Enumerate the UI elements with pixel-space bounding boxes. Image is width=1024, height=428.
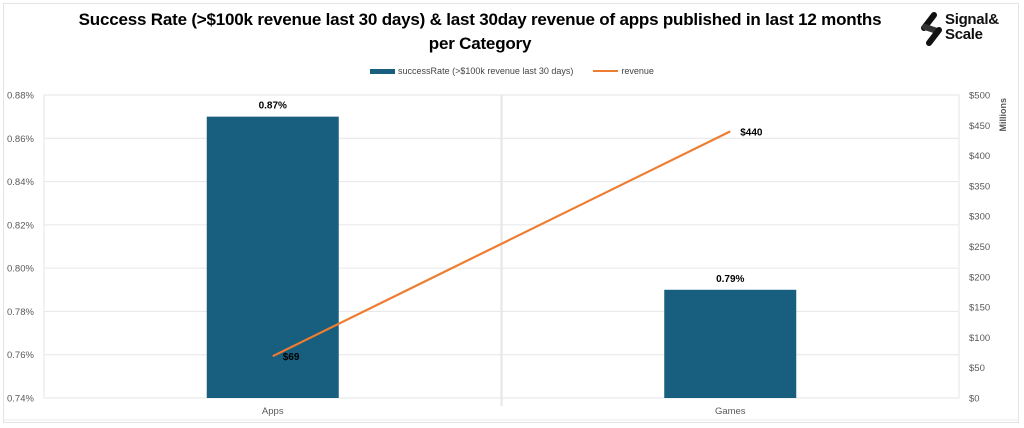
logo-text-line-2: Scale xyxy=(945,26,983,43)
logo-text: Signal& Scale xyxy=(945,12,999,42)
left-tick-label: 0.88% xyxy=(7,91,34,102)
gridlines xyxy=(4,94,1018,421)
bar-games xyxy=(664,289,797,398)
legend-item-success-rate: successRate (>$100k revenue last 30 days… xyxy=(370,66,573,76)
left-tick-label: 0.84% xyxy=(7,177,34,188)
legend-item-revenue: revenue xyxy=(593,66,654,76)
legend-line-swatch-icon xyxy=(593,70,619,72)
bar-data-label: 0.79% xyxy=(716,274,744,285)
chart-title-line-2: per Category xyxy=(428,34,532,53)
left-tick-label: 0.86% xyxy=(7,134,34,145)
data-labels: 0.87% 0.79% $69 $440 xyxy=(259,101,763,364)
left-tick-label: 0.80% xyxy=(7,264,34,275)
line-data-label: $440 xyxy=(740,127,763,138)
chart-title: Success Rate (>$100k revenue last 30 day… xyxy=(60,8,900,56)
line-data-label: $69 xyxy=(283,352,300,363)
chart-frame xyxy=(3,3,1019,423)
right-axis: $0 $50 $100 $150 $200 $250 $300 $350 $400 $450 $50… xyxy=(969,91,1008,405)
logo-mark-icon xyxy=(921,12,942,46)
legend-label-revenue: revenue xyxy=(621,66,654,76)
line-series xyxy=(272,130,731,358)
legend-label-success-rate: successRate (>$100k revenue last 30 days… xyxy=(398,66,574,76)
bar-data-label: 0.87% xyxy=(259,101,287,112)
right-tick-label: $350 xyxy=(969,181,990,192)
right-tick-label: $0 xyxy=(969,394,980,405)
revenue-line xyxy=(272,130,731,358)
left-tick-label: 0.74% xyxy=(7,394,34,405)
logo-text-line-1: Signal& xyxy=(945,11,999,28)
right-tick-label: $400 xyxy=(969,151,990,162)
signal-scale-logo: Signal& Scale xyxy=(921,11,1021,51)
left-tick-label: 0.78% xyxy=(7,307,34,318)
right-tick-label: $450 xyxy=(969,121,990,132)
legend-bar-swatch-icon xyxy=(370,68,396,74)
bar-series xyxy=(206,116,797,399)
left-axis: 0.74% 0.76% 0.78% 0.80% 0.82% 0.84% 0.86% 0.88% xyxy=(7,91,34,405)
right-axis-title: Millions xyxy=(998,98,1008,132)
right-tick-label: $50 xyxy=(969,363,985,374)
left-tick-label: 0.76% xyxy=(7,350,34,361)
category-label-games: Games xyxy=(715,406,746,417)
right-tick-label: $250 xyxy=(969,242,990,253)
chart-legend: successRate (>$100k revenue last 30 days… xyxy=(0,66,1024,76)
bar-apps xyxy=(206,116,339,399)
right-tick-label: $150 xyxy=(969,303,990,314)
chart-title-line-1: Success Rate (>$100k revenue last 30 day… xyxy=(78,10,882,29)
category-label-apps: Apps xyxy=(262,406,284,417)
right-tick-label: $500 xyxy=(969,91,990,102)
right-tick-label: $200 xyxy=(969,272,990,283)
left-tick-label: 0.82% xyxy=(7,220,34,231)
right-tick-label: $300 xyxy=(969,212,990,223)
right-tick-label: $100 xyxy=(969,333,990,344)
category-axis: Apps Games xyxy=(262,406,746,417)
